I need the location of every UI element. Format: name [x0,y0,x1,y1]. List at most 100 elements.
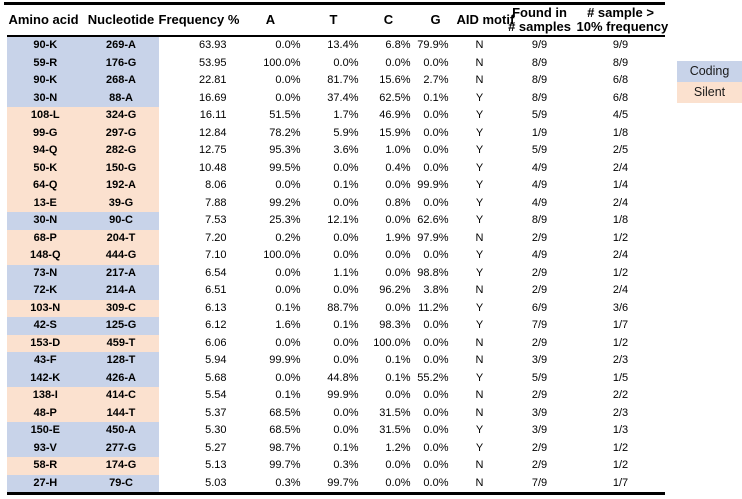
cell-nucleotide: 204-T [83,229,159,247]
cell-c: 31.5% [379,424,411,436]
cell-t: 13.4% [327,39,359,51]
cell-a: 1.6% [275,319,301,331]
cell-amino-acid: 90-K [0,36,84,55]
cell-a: 51.5% [269,109,301,121]
cell-nucleotide: 444-G [83,247,159,265]
table-row: 72-K 214-A 6.51 0.0% 0.0% 96.2% 3.8% N 2/9 2/4 [0,282,665,300]
cell-a: 68.5% [269,424,301,436]
cell-nucleotide: 128-T [83,352,159,370]
cell-frequency: 6.12 [205,319,227,331]
cell-found-in-samples: 5/9 [531,109,548,121]
cell-amino-acid: 138-I [0,387,84,405]
cell-found-in-samples: 8/9 [531,91,548,104]
cell-nucleotide: 269-A [83,36,159,55]
cell-amino-acid: 153-D [0,334,84,352]
cell-g: 11.2% [418,301,449,314]
cell-found-in-samples: 2/9 [531,284,548,296]
cell-g: 0.0% [423,196,449,209]
table-row: 58-R 174-G 5.13 99.7% 0.3% 0.0% 0.0% N 2/9 1/2 [0,457,665,475]
cell-sample-gt-10pct: 2/3 [612,354,629,366]
cell-g: 79.9% [417,39,449,51]
table-row: 138-I 414-C 5.54 0.1% 99.9% 0.0% 0.0% N 2/9 2/2 [0,387,665,405]
cell-aid-motif: Y [475,441,484,454]
cell-a: 0.0% [275,336,301,349]
cell-sample-gt-10pct: 1/8 [612,214,629,226]
cell-nucleotide: 426-A [83,369,159,387]
cell-sample-gt-10pct: 1/7 [612,319,629,331]
cell-aid-motif: N [475,56,484,69]
cell-a: 0.0% [275,39,301,51]
cell-sample-gt-10pct: 1/2 [612,441,629,454]
column-header-g: G [430,11,441,27]
legend-silent-swatch: Silent [677,82,742,103]
cell-found-in-samples: 3/9 [531,354,548,366]
cell-t: 1.1% [333,266,359,279]
cell-t: 0.0% [333,406,359,419]
cell-sample-gt-10pct: 8/9 [612,56,629,69]
cell-frequency: 7.10 [205,249,227,261]
cell-frequency: 6.54 [205,266,227,279]
cell-found-in-samples: 4/9 [531,196,548,209]
cell-found-in-samples: 8/9 [531,56,548,69]
cell-nucleotide: 414-C [83,387,159,405]
cell-c: 62.5% [379,91,411,104]
table-body: 90-K 269-A 63.93 0.0% 13.4% 6.8% 79.9% N 9/9 9/9 5… [0,36,665,494]
cell-found-in-samples: 6/9 [531,301,548,314]
cell-g: 0.0% [423,56,449,69]
cell-sample-gt-10pct: 1/2 [612,231,629,244]
cell-t: 0.0% [333,354,359,366]
cell-amino-acid: 30-N [0,89,84,107]
cell-a: 99.9% [269,354,301,366]
cell-c: 0.8% [385,196,411,209]
cell-a: 0.0% [275,74,301,86]
cell-frequency: 5.03 [205,476,227,489]
cell-g: 0.0% [423,144,449,156]
cell-aid-motif: Y [475,424,484,436]
cell-a: 0.0% [275,91,301,104]
cell-nucleotide: 88-A [83,89,159,107]
cell-t: 3.6% [333,144,359,156]
cell-amino-acid: 58-R [0,457,84,475]
column-header-a: A [265,11,276,27]
column-header-nucleotide: Nucleotide [87,11,155,27]
cell-t: 0.0% [333,284,359,296]
cell-aid-motif: Y [475,371,484,384]
cell-frequency: 6.13 [205,301,227,314]
table-row: 73-N 217-A 6.54 0.0% 1.1% 0.0% 98.8% Y 2/9 1/2 [0,264,665,282]
cell-g: 2.7% [423,74,449,86]
cell-t: 5.9% [333,126,359,139]
column-header-sample-gt-10pct: # sample > 10% frequency [576,5,669,34]
cell-t: 12.1% [327,214,359,226]
cell-c: 31.5% [379,406,411,419]
cell-found-in-samples: 3/9 [531,406,548,419]
cell-sample-gt-10pct: 2/2 [612,389,629,401]
cell-found-in-samples: 2/9 [531,389,548,401]
cell-t: 0.0% [333,196,359,209]
table-row: 153-D 459-T 6.06 0.0% 0.0% 100.0% 0.0% N 2/9 1/2 [0,334,665,352]
cell-found-in-samples: 4/9 [531,161,548,174]
cell-amino-acid: 73-N [0,264,84,282]
cell-sample-gt-10pct: 1/2 [612,459,629,471]
legend-coding-label: Coding [689,64,730,78]
cell-a: 98.7% [269,441,301,454]
cell-sample-gt-10pct: 6/8 [612,74,629,86]
cell-found-in-samples: 7/9 [531,319,548,331]
table-row: 48-P 144-T 5.37 68.5% 0.0% 31.5% 0.0% N 3/9 2/3 [0,404,665,422]
cell-aid-motif: N [475,459,484,471]
cell-c: 1.9% [385,231,411,244]
cell-t: 0.0% [333,56,359,69]
cell-sample-gt-10pct: 2/3 [612,406,629,419]
cell-c: 0.0% [385,301,411,314]
cell-frequency: 7.53 [205,214,227,226]
cell-g: 0.0% [423,249,449,261]
cell-sample-gt-10pct: 1/7 [612,476,629,489]
cell-amino-acid: 50-K [0,159,84,177]
cell-found-in-samples: 2/9 [531,441,548,454]
cell-frequency: 6.51 [205,284,227,296]
cell-aid-motif: Y [475,126,484,139]
cell-g: 0.0% [423,354,449,366]
cell-t: 0.0% [333,336,359,349]
cell-sample-gt-10pct: 1/5 [612,371,629,384]
cell-nucleotide: 176-G [83,54,159,72]
cell-amino-acid: 43-F [0,352,84,370]
